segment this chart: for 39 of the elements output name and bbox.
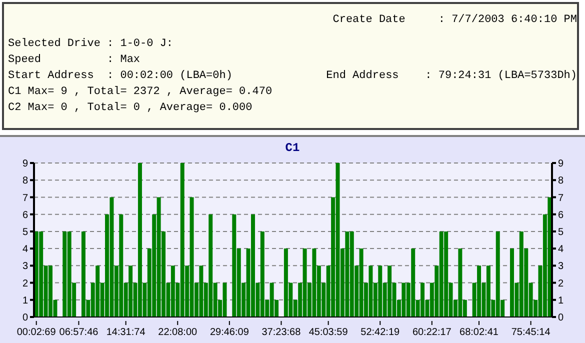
y-tick-label: 0 — [22, 312, 28, 324]
text: Create Date : 7/7/2003 6:40:10 PM — [332, 13, 577, 28]
y2-tick-label: 9 — [558, 158, 564, 170]
y2-tick-label: 8 — [558, 176, 564, 187]
x-tick-label: 22:08:00 — [158, 327, 198, 338]
y2-tick-label: 7 — [558, 192, 564, 204]
y-tick-label: 6 — [22, 210, 28, 221]
x-tick-label: 60:22:17 — [412, 327, 452, 338]
x-tick-label: 29:46:09 — [210, 327, 250, 338]
y-tick-label: 4 — [22, 244, 28, 256]
text: C1 Max= 9 , Total= 2372 , Average= 0.470 — [8, 85, 274, 100]
x-tick-label: 06:57:46 — [59, 327, 99, 338]
y-tick-label: 5 — [22, 226, 28, 238]
y-tick-label: 9 — [22, 158, 28, 170]
x-tick-label: 14:31:74 — [106, 327, 146, 338]
y-tick-label: 3 — [22, 261, 28, 272]
y2-tick-label: 1 — [558, 295, 564, 306]
y-tick-label: 1 — [22, 295, 28, 306]
text: C2 Max= 0 , Total= 0 , Average= 0.000 — [8, 101, 254, 116]
chart-title: C1 — [284, 141, 301, 155]
x-tick-label: 52:42:19 — [360, 327, 400, 338]
x-tick-label: 68:02:41 — [460, 327, 499, 338]
x-tick-label: 75:45:14 — [511, 327, 551, 338]
x-tick-label: 00:02:69 — [16, 327, 56, 338]
text: Selected Drive : 1-0-0 J: — [8, 37, 174, 52]
y2-tick-label: 2 — [558, 278, 564, 290]
y2-tick-label: 5 — [558, 226, 564, 238]
text: End Address : 79:24:31 (LBA=5733Dh) — [326, 69, 577, 84]
y2-tick-label: 3 — [558, 261, 564, 272]
y2-tick-label: 0 — [558, 312, 564, 324]
y-tick-label: 8 — [22, 176, 28, 187]
y-tick-label: 7 — [22, 192, 28, 204]
text: Speed : Max — [8, 53, 142, 68]
text: Start Address : 00:02:00 (LBA=0h) — [8, 69, 234, 84]
x-tick-label: 45:03:59 — [308, 327, 348, 338]
x-tick-label: 37:23:68 — [262, 327, 302, 338]
y2-tick-label: 4 — [558, 244, 564, 256]
y2-tick-label: 6 — [558, 210, 564, 221]
y-tick-label: 2 — [22, 278, 28, 290]
